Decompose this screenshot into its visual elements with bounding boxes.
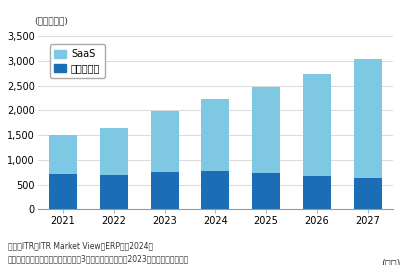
Text: ＊ベンダーの売上金額を対象とし，3月期ベースで换算．2023年度以降は予測値．: ＊ベンダーの売上金額を対象とし，3月期ベースで换算．2023年度以降は予測値． xyxy=(8,254,189,263)
Bar xyxy=(49,174,77,209)
Bar xyxy=(303,74,331,176)
Bar xyxy=(303,176,331,209)
Bar xyxy=(252,87,280,173)
Text: (単位：億円): (単位：億円) xyxy=(34,17,68,26)
Text: 出典：ITR『ITR Market View：ERP市場2024』: 出典：ITR『ITR Market View：ERP市場2024』 xyxy=(8,241,153,250)
Bar xyxy=(201,99,229,171)
Bar xyxy=(201,171,229,209)
Text: (年度): (年度) xyxy=(381,258,400,265)
Legend: SaaS, パッケージ: SaaS, パッケージ xyxy=(50,45,105,78)
Bar xyxy=(100,128,128,175)
Bar xyxy=(354,178,382,209)
Bar xyxy=(150,172,178,209)
Bar xyxy=(252,173,280,209)
Bar xyxy=(150,111,178,172)
Bar xyxy=(49,135,77,174)
Bar xyxy=(354,59,382,178)
Bar xyxy=(100,175,128,209)
